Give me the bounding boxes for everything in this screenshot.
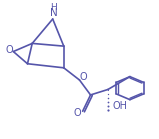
Text: N: N <box>50 8 57 18</box>
Text: OH: OH <box>112 101 127 111</box>
Text: O: O <box>73 108 81 118</box>
Text: O: O <box>80 72 87 82</box>
Text: O: O <box>6 45 13 55</box>
Text: H: H <box>50 3 57 12</box>
